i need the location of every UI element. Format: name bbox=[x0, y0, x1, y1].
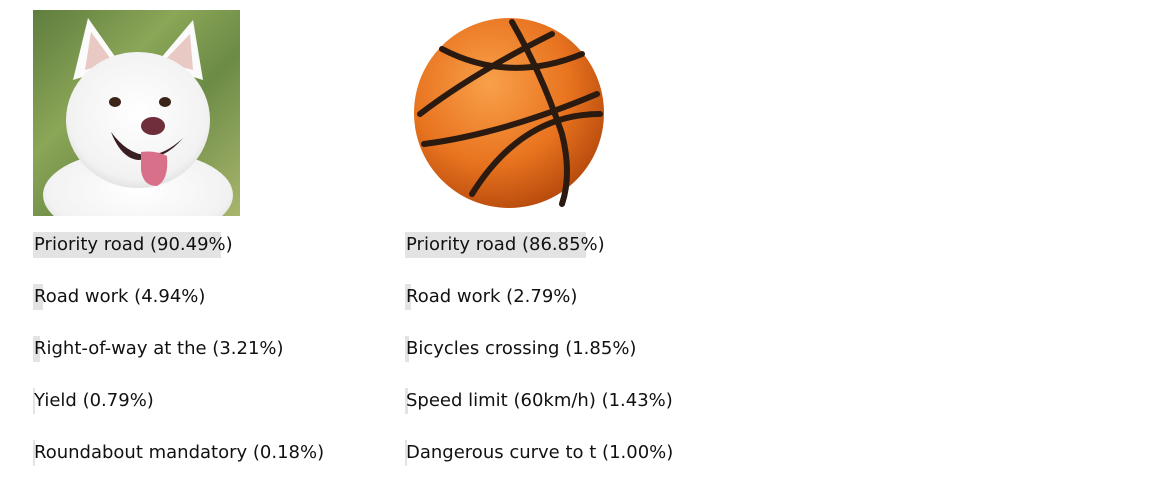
prediction-row: Speed limit (60km/h) (1.43%) bbox=[405, 388, 745, 414]
prediction-bar bbox=[33, 336, 40, 362]
prediction-label: Road work (2.79%) bbox=[406, 286, 578, 307]
prediction-row: Yield (0.79%) bbox=[33, 388, 373, 414]
prediction-list: Priority road (86.85%) Road work (2.79%)… bbox=[405, 232, 745, 466]
prediction-bar bbox=[405, 440, 408, 466]
prediction-label: Roundabout mandatory (0.18%) bbox=[34, 442, 325, 463]
prediction-bar bbox=[405, 388, 408, 414]
prediction-bar bbox=[405, 284, 411, 310]
image-container bbox=[405, 10, 745, 216]
prediction-row: Dangerous curve to t (1.00%) bbox=[405, 440, 745, 466]
prediction-label: Speed limit (60km/h) (1.43%) bbox=[406, 390, 673, 411]
prediction-row: Road work (4.94%) bbox=[33, 284, 373, 310]
prediction-list: Priority road (90.49%) Road work (4.94%)… bbox=[33, 232, 373, 466]
prediction-panel-dog: Priority road (90.49%) Road work (4.94%)… bbox=[33, 10, 373, 492]
prediction-bar bbox=[405, 232, 586, 258]
prediction-bar bbox=[33, 440, 35, 466]
prediction-label: Yield (0.79%) bbox=[34, 390, 154, 411]
prediction-row: Road work (2.79%) bbox=[405, 284, 745, 310]
prediction-row: Priority road (86.85%) bbox=[405, 232, 745, 258]
prediction-label: Priority road (86.85%) bbox=[406, 234, 605, 255]
prediction-bar bbox=[33, 284, 44, 310]
basketball-image bbox=[414, 18, 604, 208]
prediction-label: Road work (4.94%) bbox=[34, 286, 206, 307]
prediction-bar bbox=[33, 388, 35, 414]
prediction-row: Priority road (90.49%) bbox=[33, 232, 373, 258]
prediction-label: Priority road (90.49%) bbox=[34, 234, 233, 255]
prediction-bar bbox=[405, 336, 409, 362]
prediction-label: Dangerous curve to t (1.00%) bbox=[406, 442, 674, 463]
prediction-row: Bicycles crossing (1.85%) bbox=[405, 336, 745, 362]
prediction-row: Roundabout mandatory (0.18%) bbox=[33, 440, 373, 466]
prediction-label: Bicycles crossing (1.85%) bbox=[406, 338, 637, 359]
prediction-row: Right-of-way at the (3.21%) bbox=[33, 336, 373, 362]
prediction-label: Right-of-way at the (3.21%) bbox=[34, 338, 284, 359]
prediction-panel-ball: Priority road (86.85%) Road work (2.79%)… bbox=[405, 10, 745, 492]
image-container bbox=[33, 10, 373, 216]
prediction-bar bbox=[33, 232, 222, 258]
dog-image bbox=[33, 10, 240, 216]
